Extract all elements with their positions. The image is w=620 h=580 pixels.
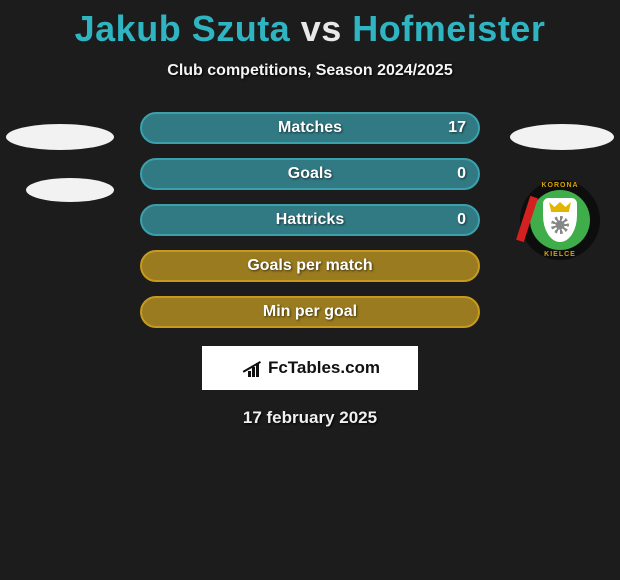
- stat-row: Matches 17: [140, 112, 480, 144]
- stat-row: Hattricks 0: [140, 204, 480, 236]
- stat-label: Goals per match: [247, 257, 372, 275]
- club-name-bottom: KIELCE: [544, 251, 576, 258]
- player1-club-placeholder: [26, 178, 114, 202]
- brand-chart-icon: [240, 359, 262, 377]
- vs-text: vs: [301, 8, 342, 49]
- club-name-top: KORONA: [541, 182, 578, 189]
- player2-club-badge: KORONA KIELCE: [520, 180, 600, 260]
- stat-row: Min per goal: [140, 296, 480, 328]
- stat-label: Hattricks: [276, 211, 344, 229]
- stat-value-right: 17: [448, 119, 466, 137]
- player1-photo-placeholder: [6, 124, 114, 150]
- player2-name: Hofmeister: [352, 8, 545, 49]
- stat-label: Matches: [278, 119, 342, 137]
- stat-value-right: 0: [457, 211, 466, 229]
- player1-name: Jakub Szuta: [75, 8, 291, 49]
- stat-row: Goals per match: [140, 250, 480, 282]
- stat-label: Goals: [288, 165, 332, 183]
- brand-text: FcTables.com: [268, 358, 380, 378]
- brand-box: FcTables.com: [202, 346, 418, 390]
- player2-photo-placeholder: [510, 124, 614, 150]
- subtitle: Club competitions, Season 2024/2025: [0, 62, 620, 80]
- page-title: Jakub Szuta vs Hofmeister: [0, 0, 620, 50]
- stat-label: Min per goal: [263, 303, 357, 321]
- date-text: 17 february 2025: [0, 408, 620, 428]
- stat-row: Goals 0: [140, 158, 480, 190]
- stat-value-right: 0: [457, 165, 466, 183]
